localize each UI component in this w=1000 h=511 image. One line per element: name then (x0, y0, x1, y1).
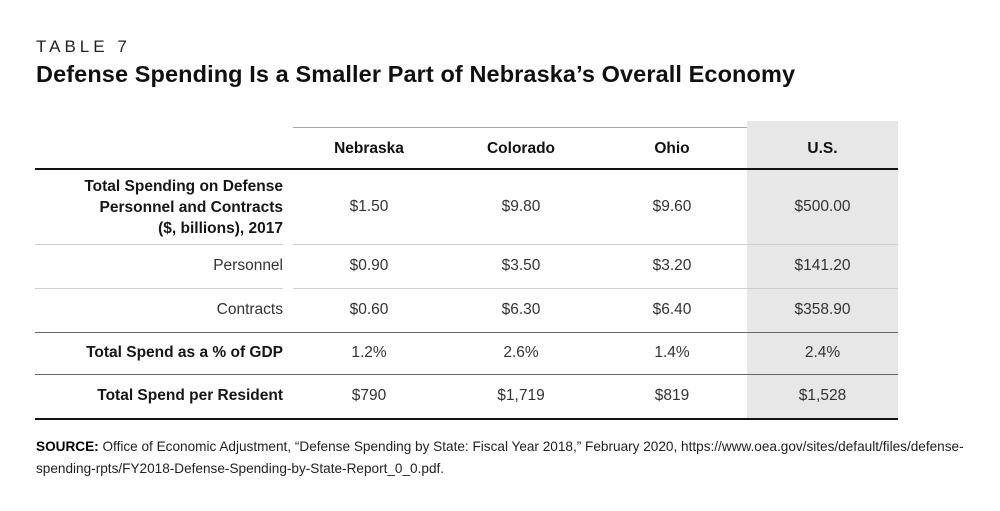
cell-contracts-colorado: $6.30 (445, 289, 597, 333)
cell-total-us: $500.00 (747, 170, 898, 245)
table-number-label: TABLE 7 (36, 37, 131, 56)
header-corner-cell (35, 127, 283, 170)
cell-personnel-colorado: $3.50 (445, 245, 597, 289)
row-label-total-spending: Total Spending on Defense Personnel and … (35, 170, 283, 245)
cell-resident-colorado: $1,719 (445, 375, 597, 420)
gap-cell (283, 375, 293, 420)
column-header-nebraska: Nebraska (293, 127, 445, 170)
header-gap-cell (283, 127, 293, 170)
source-text: Office of Economic Adjustment, “Defense … (36, 439, 964, 476)
cell-total-colorado: $9.80 (445, 170, 597, 245)
data-table: Nebraska Colorado Ohio U.S. Total Spendi… (35, 127, 898, 420)
gap-cell (283, 245, 293, 289)
cell-contracts-ohio: $6.40 (597, 289, 747, 333)
cell-gdp-us: 2.4% (747, 333, 898, 375)
cell-personnel-nebraska: $0.90 (293, 245, 445, 289)
column-header-ohio: Ohio (597, 127, 747, 170)
row-label-personnel: Personnel (35, 245, 283, 289)
gap-cell (283, 170, 293, 245)
table-title: Defense Spending Is a Smaller Part of Ne… (36, 61, 796, 87)
us-column-highlight-band (747, 121, 898, 420)
cell-resident-nebraska: $790 (293, 375, 445, 420)
gap-cell (283, 289, 293, 333)
cell-total-ohio: $9.60 (597, 170, 747, 245)
row-label-pct-gdp: Total Spend as a % of GDP (35, 333, 283, 375)
source-prefix: SOURCE: (36, 439, 99, 454)
cell-resident-ohio: $819 (597, 375, 747, 420)
cell-personnel-ohio: $3.20 (597, 245, 747, 289)
cell-gdp-nebraska: 1.2% (293, 333, 445, 375)
cell-contracts-us: $358.90 (747, 289, 898, 333)
column-header-us: U.S. (747, 127, 898, 170)
cell-personnel-us: $141.20 (747, 245, 898, 289)
cell-contracts-nebraska: $0.60 (293, 289, 445, 333)
cell-gdp-colorado: 2.6% (445, 333, 597, 375)
cell-total-nebraska: $1.50 (293, 170, 445, 245)
gap-cell (283, 333, 293, 375)
source-note: SOURCE: Office of Economic Adjustment, “… (36, 436, 968, 479)
row-label-contracts: Contracts (35, 289, 283, 333)
cell-gdp-ohio: 1.4% (597, 333, 747, 375)
cell-resident-us: $1,528 (747, 375, 898, 420)
row-label-per-resident: Total Spend per Resident (35, 375, 283, 420)
column-header-colorado: Colorado (445, 127, 597, 170)
